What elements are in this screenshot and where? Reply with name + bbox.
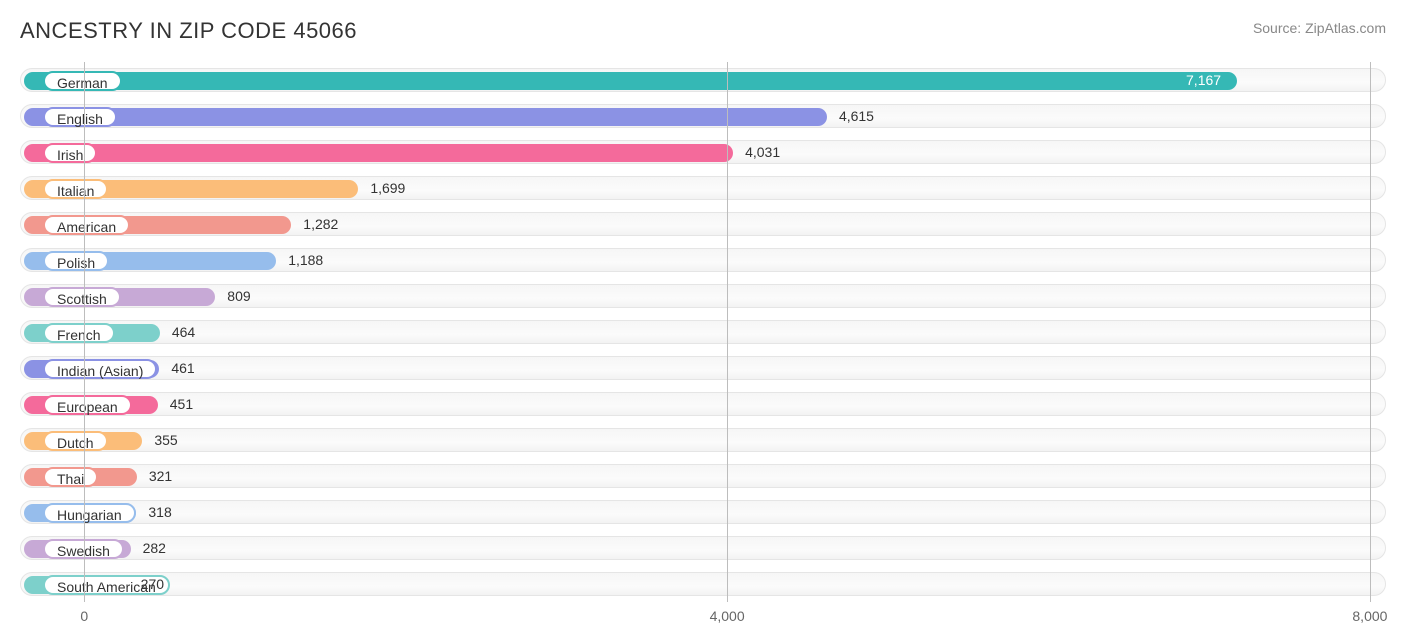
bar-row: English 4,615 [20, 98, 1386, 134]
category-label: American [43, 215, 130, 235]
bar-track: Italian 1,699 [20, 176, 1386, 200]
category-label: French [43, 323, 115, 343]
value-label: 4,615 [839, 108, 874, 124]
bar-row: Italian 1,699 [20, 170, 1386, 206]
value-label: 321 [149, 468, 172, 484]
bar-row: Indian (Asian) 461 [20, 350, 1386, 386]
bar-track: French 464 [20, 320, 1386, 344]
value-label: 282 [143, 540, 166, 556]
category-label: Dutch [43, 431, 108, 451]
bar-track: Irish 4,031 [20, 140, 1386, 164]
grid-line [1370, 62, 1371, 602]
bar-track: German 7,167 [20, 68, 1386, 92]
value-label: 4,031 [745, 144, 780, 160]
source-attribution: Source: ZipAtlas.com [1253, 20, 1386, 36]
bar-track: Thai 321 [20, 464, 1386, 488]
category-label: Thai [43, 467, 98, 487]
value-label: 318 [148, 504, 171, 520]
category-label: Hungarian [43, 503, 136, 523]
category-label: European [43, 395, 132, 415]
bar-track: Hungarian 318 [20, 500, 1386, 524]
value-label: 461 [171, 360, 194, 376]
category-label: German [43, 71, 122, 91]
value-label: 809 [227, 288, 250, 304]
category-label: Italian [43, 179, 108, 199]
value-label: 1,188 [288, 252, 323, 268]
bar-row: Scottish 809 [20, 278, 1386, 314]
grid-line [84, 62, 85, 602]
category-label: Irish [43, 143, 97, 163]
category-label: Indian (Asian) [43, 359, 157, 379]
value-label: 270 [141, 576, 164, 592]
bar-track: Indian (Asian) 461 [20, 356, 1386, 380]
category-label: Scottish [43, 287, 121, 307]
bar-track: Polish 1,188 [20, 248, 1386, 272]
bar-fill [24, 72, 1237, 90]
bar-track: Swedish282 [20, 536, 1386, 560]
header: ANCESTRY IN ZIP CODE 45066 Source: ZipAt… [20, 18, 1386, 44]
x-tick-label: 0 [80, 608, 88, 624]
bar-row: French 464 [20, 314, 1386, 350]
bar-row: European 451 [20, 386, 1386, 422]
bar-row: South American270 [20, 566, 1386, 602]
bar-rows: German 7,167 English 4,615 Irish 4,031 Italian… [20, 62, 1386, 602]
value-label: 7,167 [1186, 72, 1221, 88]
bar-row: Hungarian 318 [20, 494, 1386, 530]
value-label: 355 [154, 432, 177, 448]
bar-row: Thai 321 [20, 458, 1386, 494]
bar-fill [24, 108, 827, 126]
value-label: 1,699 [370, 180, 405, 196]
bar-row: American 1,282 [20, 206, 1386, 242]
bar-row: Swedish282 [20, 530, 1386, 566]
value-label: 1,282 [303, 216, 338, 232]
category-label: Polish [43, 251, 109, 271]
bar-track: English 4,615 [20, 104, 1386, 128]
ancestry-bar-chart: German 7,167 English 4,615 Irish 4,031 Italian… [20, 62, 1386, 602]
x-tick-label: 4,000 [710, 608, 745, 624]
bar-row: Dutch 355 [20, 422, 1386, 458]
value-label: 464 [172, 324, 195, 340]
value-label: 451 [170, 396, 193, 412]
x-tick-label: 8,000 [1352, 608, 1387, 624]
bar-track: American 1,282 [20, 212, 1386, 236]
chart-title: ANCESTRY IN ZIP CODE 45066 [20, 18, 357, 44]
bar-track: European 451 [20, 392, 1386, 416]
grid-line [727, 62, 728, 602]
category-label: English [43, 107, 117, 127]
bar-row: Irish 4,031 [20, 134, 1386, 170]
bar-row: German 7,167 [20, 62, 1386, 98]
bar-fill [24, 144, 733, 162]
bar-row: Polish 1,188 [20, 242, 1386, 278]
bar-track: South American270 [20, 572, 1386, 596]
bar-track: Scottish 809 [20, 284, 1386, 308]
bar-track: Dutch 355 [20, 428, 1386, 452]
